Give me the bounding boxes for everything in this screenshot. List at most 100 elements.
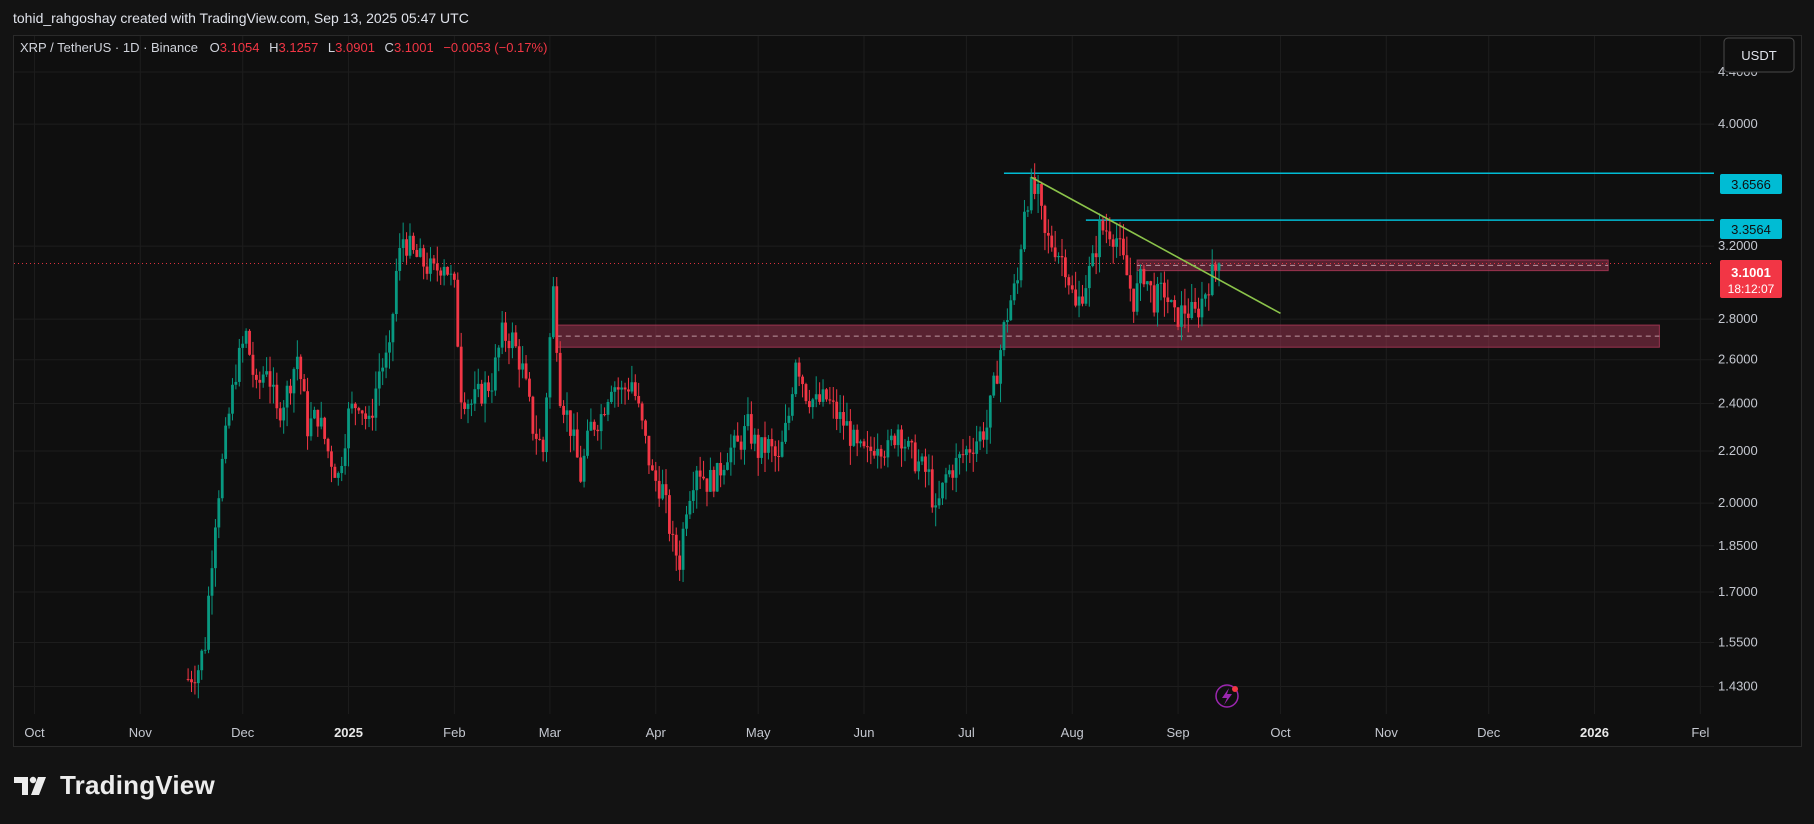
candle-body (818, 394, 822, 402)
candle-body (719, 463, 723, 476)
candle-body (1173, 300, 1177, 308)
candle (650, 459, 654, 471)
candle-body (452, 273, 456, 280)
lightning-icon[interactable] (1215, 684, 1239, 708)
candle (654, 461, 658, 492)
candle (917, 449, 921, 480)
candle-body (456, 279, 460, 347)
candle (732, 429, 736, 465)
y-tick-label: 1.4300 (1718, 679, 1758, 694)
candle-body (934, 505, 938, 508)
candle-body (1040, 183, 1043, 206)
candle-body (422, 248, 426, 267)
x-tick-label: Nov (1375, 725, 1399, 740)
candle (845, 402, 849, 426)
candle-body (753, 434, 757, 444)
candle (876, 433, 880, 469)
candle-body (483, 382, 487, 404)
y-tick-label: 4.0000 (1718, 116, 1758, 131)
candle (251, 341, 255, 388)
candle (596, 424, 600, 441)
candle-body (517, 346, 521, 370)
candle (326, 437, 330, 459)
currency-button[interactable]: USDT (1723, 37, 1795, 73)
candle (227, 407, 231, 429)
candle (309, 402, 313, 441)
candle (272, 367, 275, 404)
candle (521, 346, 525, 379)
candle-body (1142, 268, 1146, 285)
candle-body (309, 418, 313, 437)
candle-body (623, 387, 627, 390)
candle (237, 338, 241, 387)
candle-body (944, 474, 948, 483)
candle (507, 333, 511, 365)
x-tick-label: Dec (1477, 725, 1501, 740)
candle (360, 409, 364, 426)
candle-body (1026, 210, 1030, 212)
candle (1023, 200, 1026, 252)
y-tick-label: 2.4000 (1718, 395, 1758, 410)
candle-body (732, 435, 736, 448)
candle-body (1019, 249, 1023, 281)
candle (1186, 298, 1190, 333)
candle-body (398, 247, 402, 271)
candle-body (510, 332, 514, 349)
candle-body (371, 415, 374, 418)
candle (999, 344, 1002, 403)
candle (1094, 235, 1098, 275)
candle (879, 444, 883, 469)
legend-symbol: XRP / TetherUS · 1D · Binance (20, 40, 198, 55)
candle (944, 467, 948, 500)
candle (217, 490, 221, 539)
candle (695, 465, 699, 509)
candle-body (1023, 211, 1026, 250)
candle (504, 312, 507, 352)
candle-body (463, 402, 467, 409)
candle (906, 436, 910, 450)
candle (965, 445, 968, 472)
candle (589, 408, 593, 431)
candle-body (828, 399, 832, 401)
candle (367, 405, 371, 428)
candle-body (773, 446, 777, 457)
candle-body (200, 650, 204, 671)
candle (937, 480, 941, 509)
candle-body (702, 476, 705, 479)
candle-body (831, 400, 835, 402)
candle-body (292, 369, 296, 394)
tradingview-wordmark: TradingView (60, 770, 215, 800)
chart-frame (13, 35, 1802, 747)
candle (254, 368, 258, 389)
x-tick-label: Feb (443, 725, 465, 740)
x-tick-label: Dec (231, 725, 255, 740)
candle (831, 387, 835, 419)
candle (483, 371, 487, 423)
candle-body (377, 371, 381, 389)
y-tick-label: 1.7000 (1718, 584, 1758, 599)
x-tick-label: Apr (646, 725, 667, 740)
candle (1145, 280, 1149, 291)
candle-body (531, 396, 535, 434)
candle (749, 401, 753, 450)
candle (678, 540, 682, 581)
candle (982, 422, 985, 448)
candle-body (1163, 282, 1166, 298)
candle-body (1098, 220, 1101, 258)
candle (1125, 236, 1129, 276)
candle (316, 409, 320, 437)
candle (186, 668, 190, 682)
candle-body (937, 498, 941, 506)
candle-body (671, 533, 675, 535)
candle (1050, 225, 1054, 252)
candle (941, 482, 944, 505)
candle (313, 406, 316, 420)
candle-body (391, 314, 395, 343)
candle-body (1036, 183, 1040, 194)
candle-body (521, 363, 525, 370)
candle (702, 460, 705, 481)
candle-body (193, 682, 197, 684)
candle (371, 398, 374, 431)
candle (268, 356, 272, 404)
